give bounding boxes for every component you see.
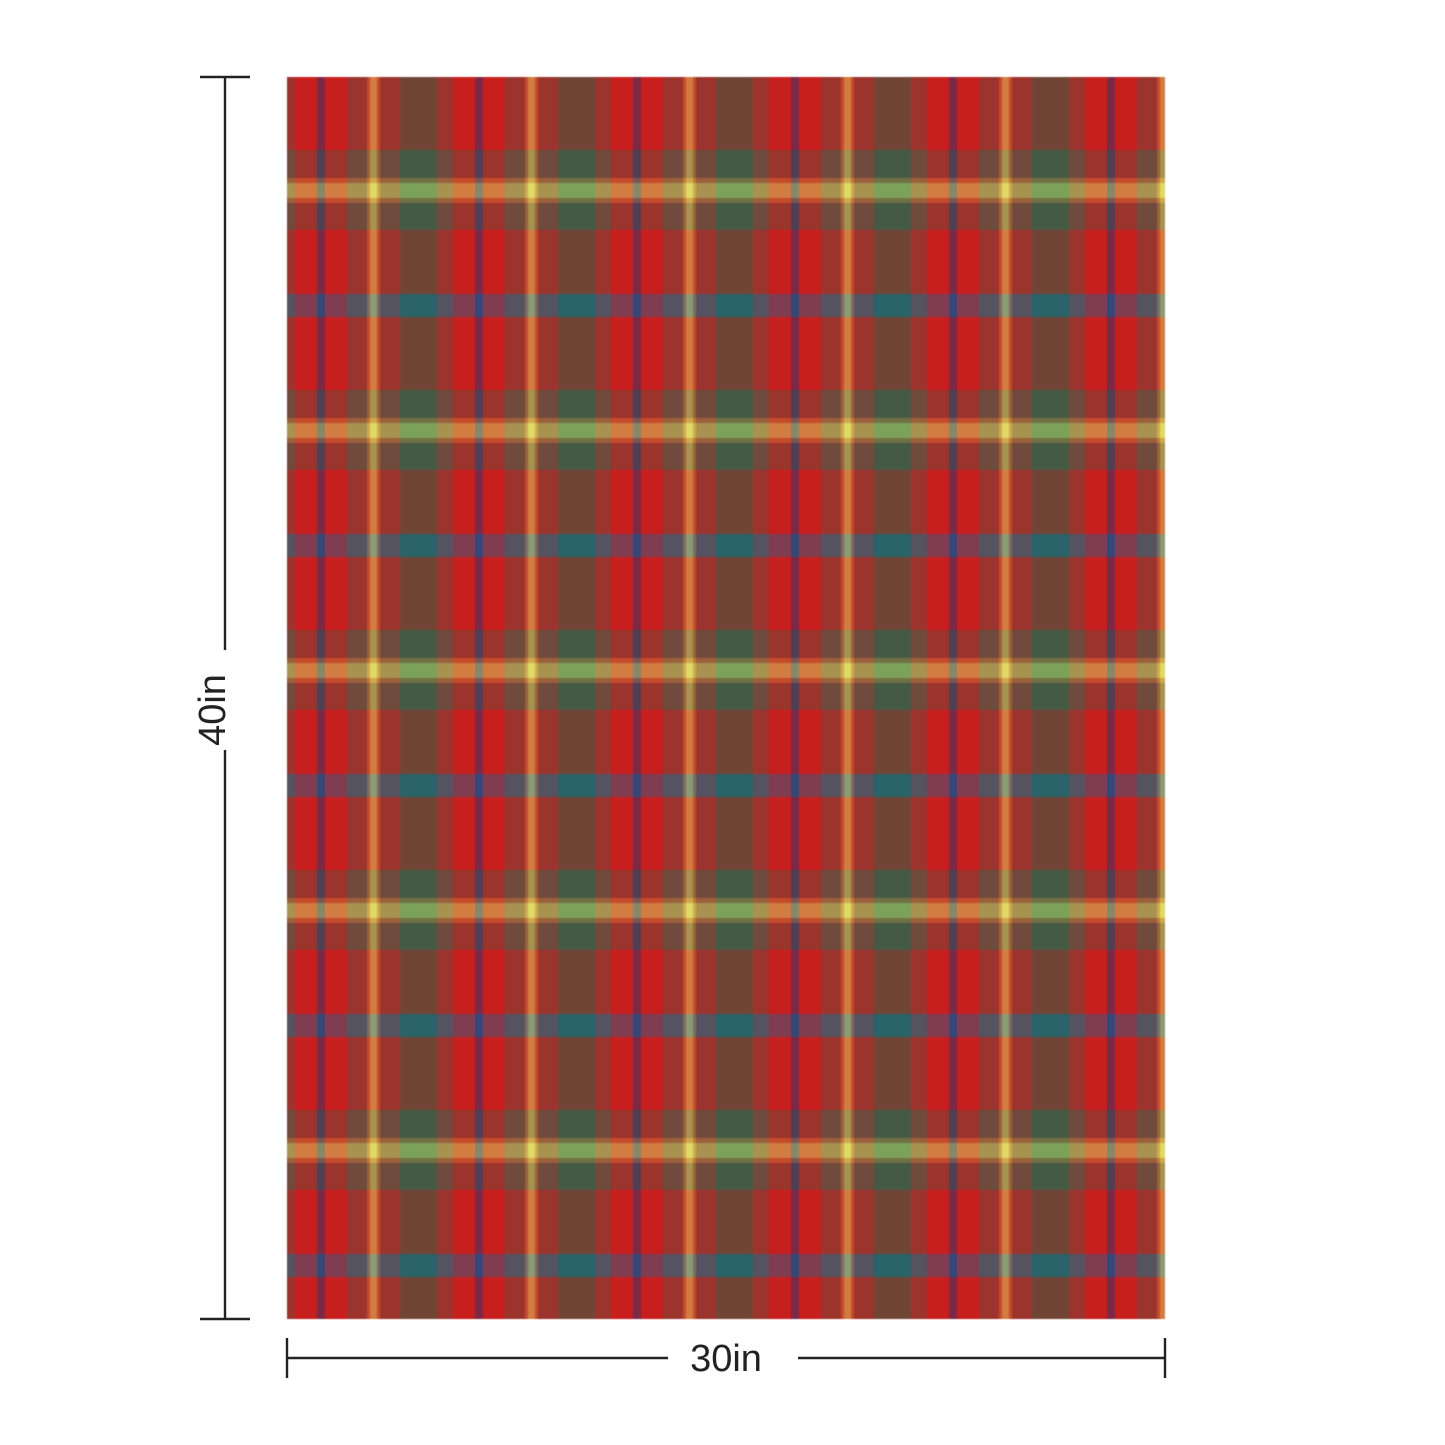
svg-text:30in: 30in <box>690 1338 762 1380</box>
svg-text:40in: 40in <box>192 674 234 746</box>
